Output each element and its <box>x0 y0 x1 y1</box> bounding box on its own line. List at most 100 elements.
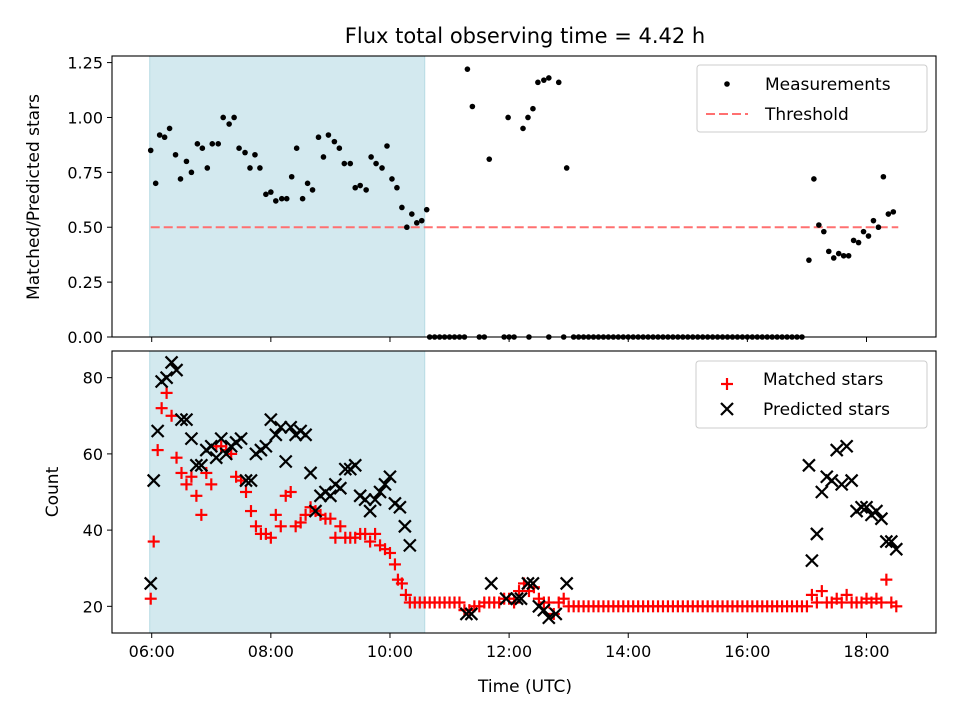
predicted-star-point <box>214 431 228 446</box>
measurement-point <box>423 206 430 213</box>
measurement-point <box>247 165 253 171</box>
bottom-x-ticks: 06:00 08:00 10:00 12:00 14:00 16:00 18:00 <box>129 633 890 661</box>
x-axis-label: Time (UTC) <box>477 677 572 697</box>
measurement-point <box>215 141 222 147</box>
matched-star-point <box>195 508 208 521</box>
predicted-star-point <box>464 607 479 621</box>
measurement-point <box>325 132 332 138</box>
measurement-point <box>188 169 195 176</box>
top-legend: Measurements Threshold <box>696 64 928 133</box>
predicted-star-point <box>169 363 184 377</box>
y-tick-label: 20 <box>83 597 103 616</box>
matched-star-point <box>274 520 287 533</box>
measurement-point <box>231 114 237 121</box>
measurement-point <box>830 255 837 261</box>
predicted-star-point <box>348 458 363 473</box>
predicted-star-point <box>358 492 372 507</box>
predicted-star-point <box>884 534 899 549</box>
measurement-point <box>363 187 369 193</box>
bottom-axes-frame <box>111 350 937 634</box>
predicted-star-point <box>283 420 298 434</box>
predicted-star-point <box>179 412 194 427</box>
measurement-point <box>806 257 812 263</box>
predicted-star-point <box>303 466 318 480</box>
measurement-point <box>835 250 842 257</box>
measurement-point <box>825 248 832 255</box>
measurement-point <box>890 209 897 215</box>
predicted-star-point <box>143 576 158 591</box>
matched-star-point <box>185 470 198 483</box>
matched-star-point <box>557 592 570 605</box>
predicted-star-point <box>839 439 854 454</box>
measurement-point <box>172 151 179 158</box>
measurement-point <box>860 228 867 235</box>
matched-star-point <box>840 588 853 601</box>
measurement-point <box>242 149 248 156</box>
measurement-point <box>263 191 269 198</box>
measurement-point <box>875 224 882 231</box>
bottom-y-ticks: 20 40 60 80 <box>83 369 112 616</box>
measurement-point <box>855 239 862 246</box>
measurement-point <box>469 103 476 110</box>
predicted-star-point <box>559 576 574 591</box>
predicted-star-point <box>378 477 392 492</box>
y-tick-label: 60 <box>83 445 103 464</box>
predicted-star-point <box>537 603 551 617</box>
predicted-star-point <box>459 607 474 621</box>
matched-star-point <box>160 386 173 399</box>
measurement-point <box>389 176 395 182</box>
y-tick-label: 0.25 <box>67 273 103 292</box>
matched-star-point <box>800 600 813 613</box>
x-tick-label: 12:00 <box>486 642 532 661</box>
predicted-star-point <box>323 489 338 503</box>
predicted-star-point <box>869 504 884 518</box>
legend-predicted-label: Predicted stars <box>763 400 890 420</box>
predicted-star-point <box>164 355 179 370</box>
measurement-point <box>563 165 570 171</box>
measurement-point <box>357 182 363 189</box>
predicted-star-point <box>209 450 224 465</box>
predicted-star-point <box>363 504 377 518</box>
measurement-point <box>331 138 338 145</box>
predicted-star-point <box>834 477 849 492</box>
measurement-point <box>283 195 290 202</box>
matched-star-point <box>369 527 382 540</box>
predicted-star-point <box>298 428 313 442</box>
predicted-star-point <box>204 439 219 454</box>
matched-star-point <box>170 451 183 464</box>
predicted-star-point <box>398 519 412 534</box>
predicted-star-point <box>194 458 209 473</box>
legend-matched-label: Matched stars <box>763 370 883 390</box>
top-y-axis-label: Matched/Predicted stars <box>24 94 44 300</box>
x-tick-label: 14:00 <box>605 642 651 661</box>
predicted-star-point <box>542 610 556 625</box>
predicted-star-point <box>174 412 189 427</box>
bottom-legend: Matched stars Predicted stars <box>695 360 928 429</box>
measurement-point <box>315 134 322 141</box>
top-panel: 0.00 0.25 0.50 0.75 1.00 1.25 Matched/Predict… <box>24 54 937 347</box>
predicted-star-point <box>889 542 904 556</box>
matched-star-point <box>240 486 253 498</box>
predicted-star-point <box>308 504 323 518</box>
x-tick-label: 10:00 <box>367 642 413 661</box>
measurement-point <box>309 187 316 193</box>
predicted-star-point <box>333 481 348 495</box>
measurement-point <box>161 134 168 141</box>
matched-star-point <box>399 588 412 601</box>
predicted-star-point <box>244 473 258 488</box>
bottom-legend-box <box>695 360 928 429</box>
legend-threshold-label: Threshold <box>764 105 849 125</box>
measurement-point <box>352 184 359 191</box>
predicted-star-point <box>874 511 889 526</box>
measurement-point <box>486 156 493 162</box>
predicted-star-point <box>510 591 524 606</box>
matched-star-point <box>880 573 893 586</box>
matched-star-point <box>364 535 377 548</box>
predicted-star-point <box>368 492 382 507</box>
measurement-point <box>288 173 295 180</box>
predicted-stars-points <box>143 355 904 625</box>
matched-star-point <box>805 588 818 601</box>
measurement-point <box>394 184 400 191</box>
measurement-point <box>379 165 385 171</box>
measurement-point <box>152 180 159 187</box>
